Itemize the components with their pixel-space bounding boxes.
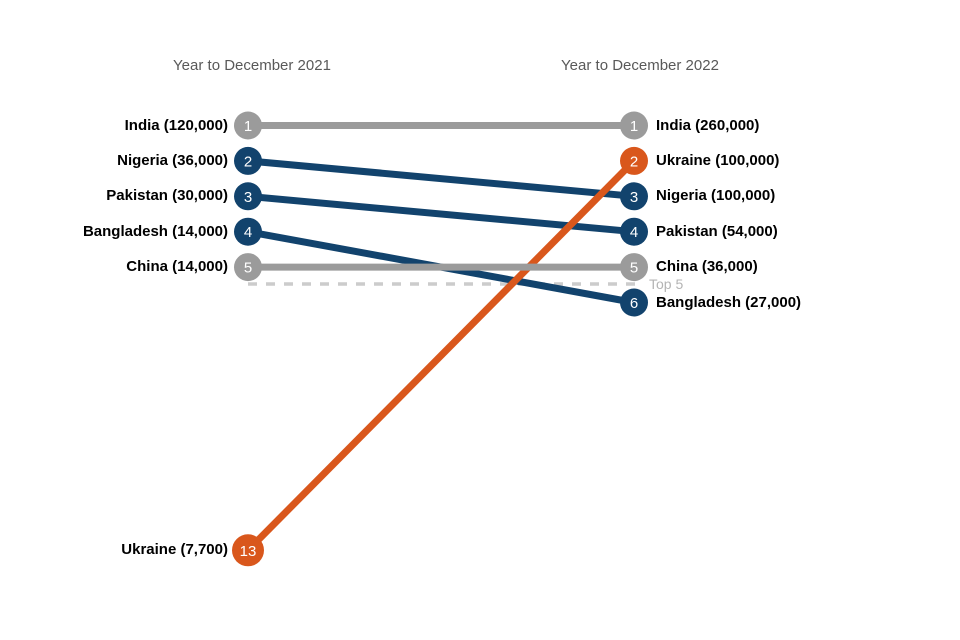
rank-number-end-china: 5 bbox=[630, 260, 638, 277]
rank-circle-end-india bbox=[620, 111, 648, 140]
slope-line-pakistan bbox=[247, 192, 635, 236]
column-header-2021: Year to December 2021 bbox=[173, 57, 331, 74]
rank-circle-end-china bbox=[620, 253, 648, 282]
rank-number-start-india: 1 bbox=[244, 118, 252, 135]
series-label-right-nigeria: Nigeria (100,000) bbox=[656, 187, 776, 205]
series-label-left-ukraine: Ukraine (7,700) bbox=[121, 541, 228, 559]
series-label-left-china: China (14,000) bbox=[126, 258, 228, 276]
slope-line-ukraine bbox=[245, 158, 637, 553]
series-label-right-pakistan: Pakistan (54,000) bbox=[656, 222, 778, 240]
slope-line-nigeria bbox=[247, 157, 635, 200]
rank-circle-start-china bbox=[234, 253, 262, 282]
series-label-left-india: India (120,000) bbox=[124, 116, 228, 134]
rank-number-end-nigeria: 3 bbox=[630, 189, 638, 206]
rank-number-start-china: 5 bbox=[244, 260, 252, 277]
rank-circle-start-pakistan bbox=[234, 182, 262, 211]
rank-number-end-bangladesh: 6 bbox=[630, 295, 638, 312]
series-label-right-india: India (260,000) bbox=[656, 116, 760, 134]
series-label-left-nigeria: Nigeria (36,000) bbox=[117, 151, 228, 169]
series-label-left-pakistan: Pakistan (30,000) bbox=[106, 187, 228, 205]
rank-number-end-pakistan: 4 bbox=[630, 224, 638, 241]
column-header-2022: Year to December 2022 bbox=[561, 57, 719, 74]
rank-number-start-nigeria: 2 bbox=[244, 153, 252, 170]
rank-circle-start-nigeria bbox=[234, 146, 262, 175]
rank-number-start-bangladesh: 4 bbox=[244, 224, 252, 241]
rank-number-end-india: 1 bbox=[630, 118, 638, 135]
rank-circle-end-pakistan bbox=[620, 217, 648, 246]
rank-circle-end-nigeria bbox=[620, 182, 648, 211]
rank-circle-start-india bbox=[234, 111, 262, 140]
series-label-left-bangladesh: Bangladesh (14,000) bbox=[82, 222, 228, 240]
rank-number-start-ukraine: 13 bbox=[240, 543, 257, 560]
top5-threshold-label: Top 5 bbox=[649, 276, 684, 292]
rank-circle-end-ukraine bbox=[620, 146, 648, 175]
rank-number-end-ukraine: 2 bbox=[630, 153, 638, 170]
rank-number-start-pakistan: 3 bbox=[244, 189, 252, 206]
series-label-right-bangladesh: Bangladesh (27,000) bbox=[656, 293, 802, 311]
rank-circle-start-bangladesh bbox=[234, 217, 262, 246]
series-label-right-ukraine: Ukraine (100,000) bbox=[656, 151, 780, 169]
rank-circle-end-bangladesh bbox=[620, 288, 648, 317]
series-label-right-china: China (36,000) bbox=[656, 258, 758, 276]
rank-circle-start-ukraine bbox=[232, 534, 264, 567]
